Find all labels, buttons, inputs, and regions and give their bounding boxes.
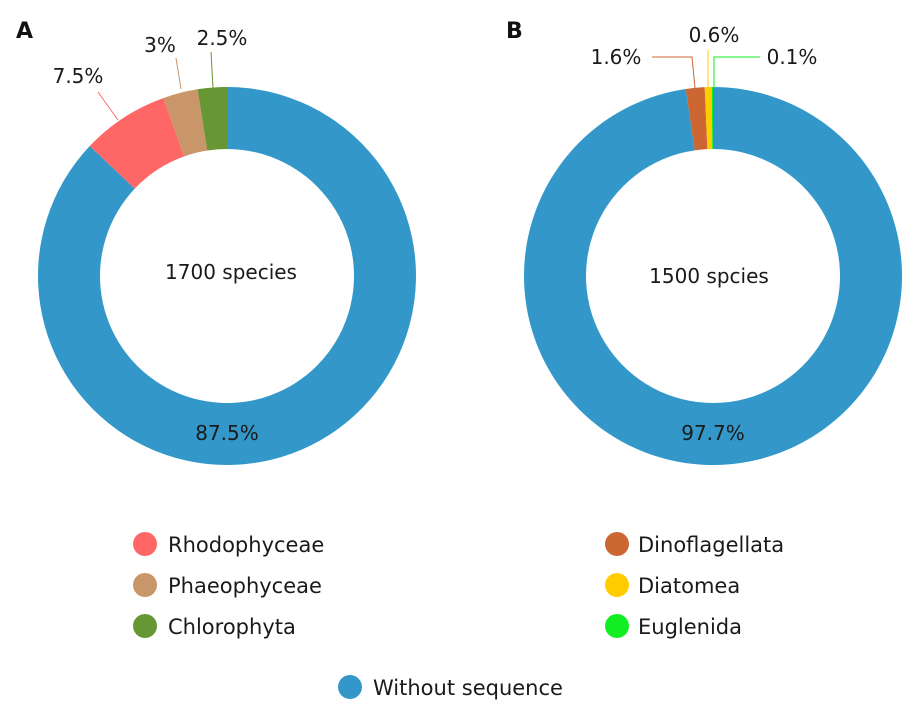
legend-swatch-rhodophyceae [133, 532, 157, 556]
legend-swatch-phaeophyceae [133, 573, 157, 597]
slice-diatomea [704, 87, 713, 150]
legend-swatch-euglenida [605, 614, 629, 638]
legend-swatch-dinoflagellata [605, 532, 629, 556]
panel-label-b: B [506, 19, 523, 44]
center-text-a: 1700 species [165, 260, 297, 284]
slice-chlorophyta [197, 87, 227, 151]
slice-label: 2.5% [197, 26, 248, 50]
leader-line [175, 57, 182, 90]
slice-label: 7.5% [53, 64, 104, 88]
legend-swatch-without-sequence [338, 675, 362, 699]
slice-label: 0.1% [767, 45, 818, 69]
slice-dinoflagellata [685, 87, 708, 151]
legend-label: Phaeophyceae [168, 574, 322, 598]
leader-line [210, 51, 214, 89]
slice-rhodophyceae [89, 98, 185, 189]
center-text-b: 1500 spcies [649, 264, 769, 288]
slice-without-sequence [524, 87, 902, 465]
slice-label: 0.6% [689, 23, 740, 47]
leader-line [97, 91, 119, 121]
slice-label: 97.7% [681, 421, 745, 445]
legend-label: Rhodophyceae [168, 533, 324, 557]
slice-phaeophyceae [163, 89, 208, 157]
legend-swatch-diatomea [605, 573, 629, 597]
legend-label: Chlorophyta [168, 615, 296, 639]
slice-euglenida [711, 87, 713, 150]
leader-line [713, 56, 760, 88]
slice-label: 1.6% [591, 45, 642, 69]
panel-label-a: A [16, 19, 33, 44]
leader-line [652, 56, 696, 89]
legend-label: Without sequence [373, 676, 563, 700]
slice-without-sequence [37, 87, 416, 465]
legend-label: Dinoflagellata [638, 533, 784, 557]
legend-label: Euglenida [638, 615, 742, 639]
slice-label: 3% [144, 33, 176, 57]
legend-swatch-chlorophyta [133, 614, 157, 638]
legend-label: Diatomea [638, 574, 740, 598]
slice-label: 87.5% [195, 421, 259, 445]
